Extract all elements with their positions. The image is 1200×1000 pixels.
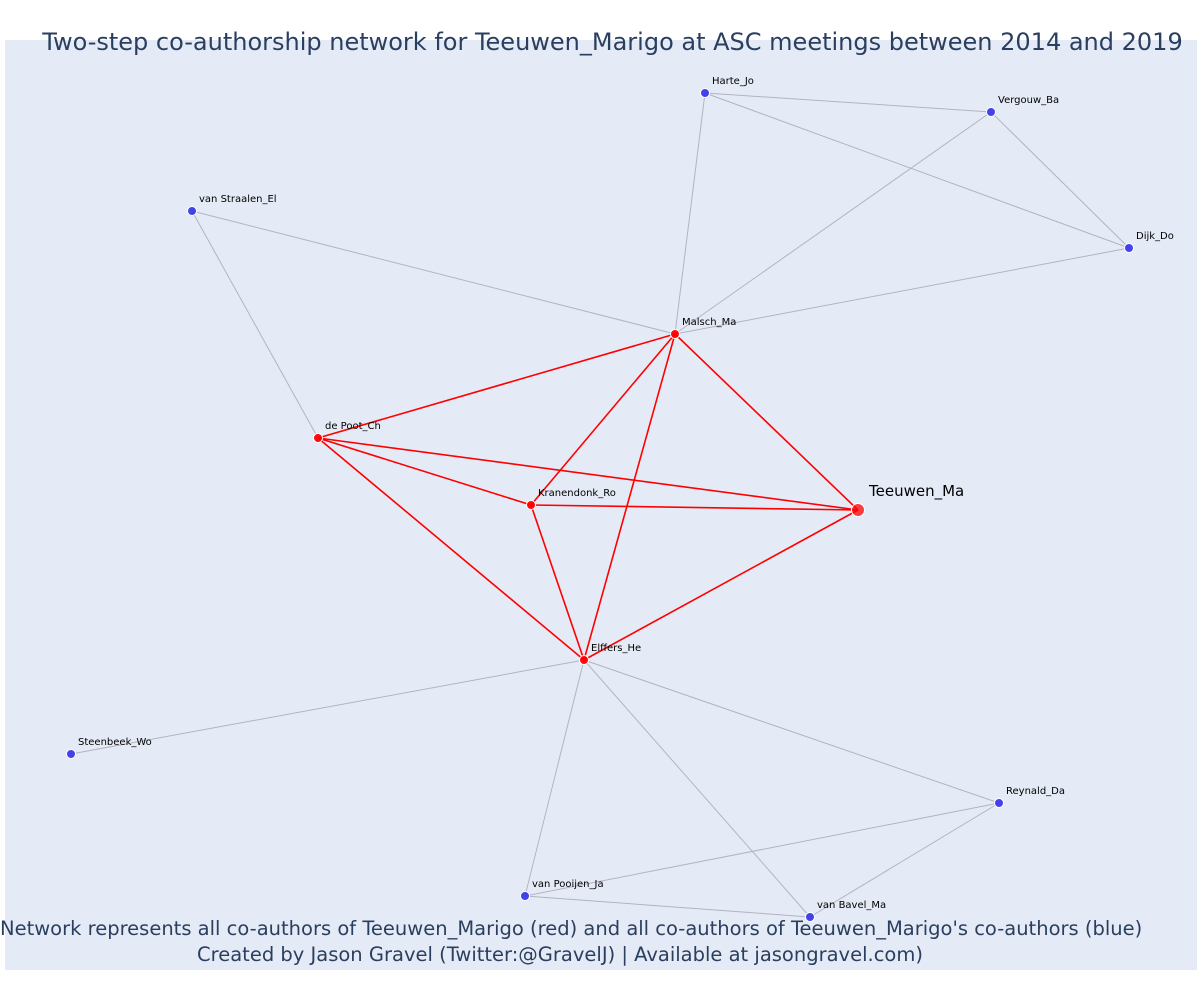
edge-teeuwen-ma-kranendonk-ro [530,504,859,511]
node-label: de Poot_Ch [325,421,381,432]
node-marker[interactable] [851,503,865,517]
node-label: van Bavel_Ma [817,900,886,911]
edge-van-straalen-el-malsch-ma [191,210,676,335]
node-steenbeek-wo[interactable]: Steenbeek_Wo [66,737,152,759]
edge-vergouw-ba-dijk-do [990,111,1130,249]
node-label: Teeuwen_Ma [868,482,964,501]
node-label: Harte_Jo [712,76,754,87]
node-label: Malsch_Ma [682,317,736,328]
edge-dijk-do-malsch-ma [674,247,1130,335]
node-malsch-ma[interactable]: Malsch_Ma [670,317,737,339]
node-harte-jo[interactable]: Harte_Jo [700,76,754,98]
node-marker[interactable] [805,912,815,922]
node-marker[interactable] [187,206,197,216]
edge-elffers-he-van-bavel-ma [583,659,811,918]
edge-kranendonk-ro-elffers-he [530,504,585,661]
node-de-poot-ch[interactable]: de Poot_Ch [313,421,381,443]
edge-malsch-ma-kranendonk-ro [530,333,676,506]
edge-elffers-he-reynald-da [583,659,1000,804]
node-label: van Straalen_El [199,194,277,205]
edge-teeuwen-ma-elffers-he [583,509,859,661]
edge-harte-jo-vergouw-ba [704,92,992,113]
node-dijk-do[interactable]: Dijk_Do [1124,231,1174,253]
node-marker[interactable] [670,329,680,339]
edges-layer [70,92,1130,918]
node-label: Steenbeek_Wo [78,737,152,748]
node-label: Dijk_Do [1136,231,1174,242]
node-van-straalen-el[interactable]: van Straalen_El [187,194,277,216]
node-marker[interactable] [520,891,530,901]
edge-reynald-da-van-bavel-ma [809,802,1000,918]
edge-elffers-he-van-pooijen-ja [524,659,585,897]
node-vergouw-ba[interactable]: Vergouw_Ba [986,95,1060,117]
edge-de-poot-ch-kranendonk-ro [317,437,532,506]
caption-line-2: Created by Jason Gravel (Twitter:@Gravel… [197,943,923,966]
node-marker[interactable] [1124,243,1134,253]
node-marker[interactable] [526,500,536,510]
node-marker[interactable] [986,107,996,117]
node-reynald-da[interactable]: Reynald_Da [994,786,1066,808]
edge-van-straalen-el-de-poot-ch [191,210,319,439]
edge-malsch-ma-de-poot-ch [317,333,676,439]
node-elffers-he[interactable]: Elffers_He [579,643,642,665]
chart-title: Two-step co-authorship network for Teeuw… [42,28,1183,56]
node-label: Reynald_Da [1006,786,1065,797]
edge-van-pooijen-ja-van-bavel-ma [524,895,811,918]
node-marker[interactable] [579,655,589,665]
edge-malsch-ma-elffers-he [583,333,676,661]
caption-line-1: Network represents all co-authors of Tee… [0,917,1143,940]
node-marker[interactable] [994,798,1004,808]
node-label: van Pooijen_Ja [532,879,604,890]
node-van-bavel-ma[interactable]: van Bavel_Ma [805,900,887,922]
edge-teeuwen-ma-de-poot-ch [317,437,859,511]
node-marker[interactable] [66,749,76,759]
node-label: Vergouw_Ba [998,95,1059,106]
node-marker[interactable] [700,88,710,98]
node-label: Elffers_He [591,643,641,654]
edge-de-poot-ch-elffers-he [317,437,585,661]
edge-vergouw-ba-malsch-ma [674,111,992,335]
edge-harte-jo-malsch-ma [674,92,706,335]
node-label: Kranendonk_Ro [538,488,616,499]
edge-steenbeek-wo-elffers-he [70,659,585,755]
edge-harte-jo-dijk-do [704,92,1130,249]
node-teeuwen-ma[interactable]: Teeuwen_Ma [851,482,965,517]
node-marker[interactable] [313,433,323,443]
edge-reynald-da-van-pooijen-ja [524,802,1000,897]
node-kranendonk-ro[interactable]: Kranendonk_Ro [526,488,616,510]
edge-teeuwen-ma-malsch-ma [674,333,859,511]
node-van-pooijen-ja[interactable]: van Pooijen_Ja [520,879,604,901]
